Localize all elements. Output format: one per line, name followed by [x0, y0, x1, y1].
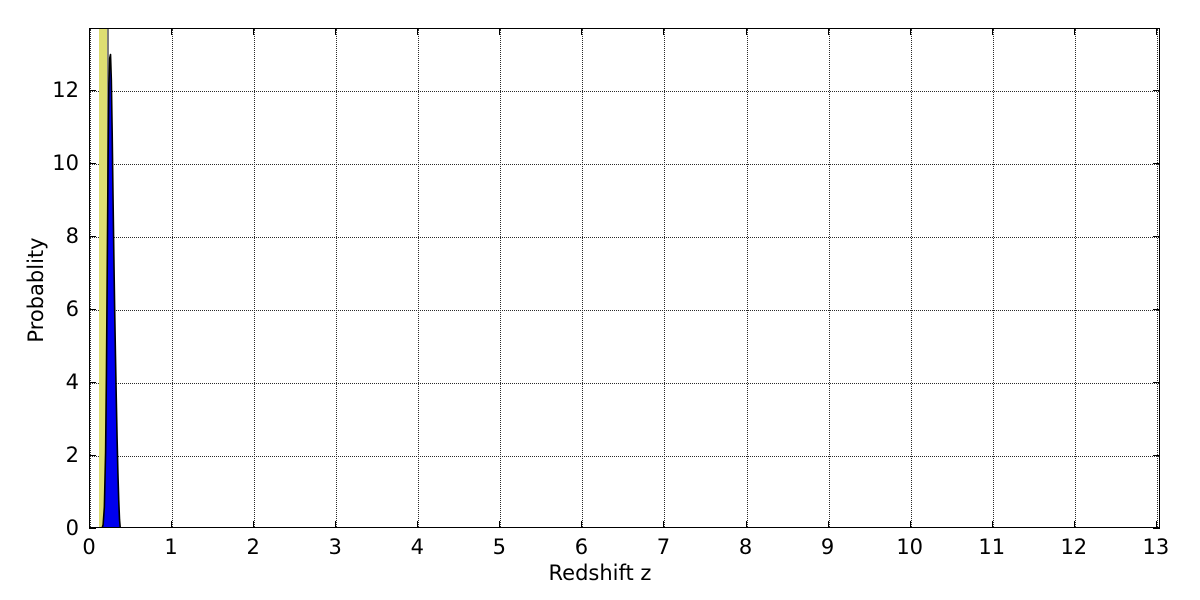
y-tick-label: 12 [52, 78, 79, 103]
gridline-vertical [1156, 29, 1158, 527]
x-tick-label: 0 [82, 535, 96, 559]
y-tick-label: 2 [65, 443, 79, 467]
gridline-vertical [172, 29, 174, 527]
x-tick-mark [335, 521, 337, 528]
x-tick-mark [171, 521, 173, 528]
x-tick-mark [89, 521, 90, 528]
gridline-horizontal [90, 383, 1159, 384]
x-tick-mark [663, 521, 665, 528]
x-tick-mark-top [991, 28, 993, 35]
x-tick-label: 11 [978, 535, 1006, 559]
y-tick-label: 10 [52, 151, 79, 176]
y-tick-label: 6 [65, 297, 79, 322]
gridline-horizontal [90, 310, 1159, 312]
x-tick-mark-top [827, 28, 829, 35]
gridline-vertical [828, 29, 830, 527]
y-tick-mark [89, 309, 96, 311]
gridline-horizontal [90, 91, 1159, 93]
x-tick-mark [827, 521, 829, 528]
x-tick-mark-top [499, 28, 501, 35]
gridline-horizontal [90, 237, 1159, 239]
y-tick-mark [89, 528, 96, 529]
gridline-vertical [1074, 29, 1076, 527]
gridline-vertical [910, 29, 912, 527]
gridline-vertical [992, 29, 994, 527]
gridline-horizontal [90, 456, 1159, 457]
x-tick-mark-top [663, 28, 665, 35]
y-tick-mark-right [1153, 90, 1160, 92]
x-tick-mark-top [745, 28, 747, 35]
x-tick-mark [417, 521, 419, 528]
x-tick-label: 10 [896, 535, 924, 559]
y-tick-label: 8 [65, 224, 79, 249]
y-tick-mark-right [1153, 309, 1160, 311]
plot-area [89, 28, 1160, 528]
y-tick-mark-right [1153, 382, 1160, 383]
x-tick-label: 4 [410, 535, 424, 559]
y-tick-label: 4 [65, 370, 79, 394]
y-tick-mark [89, 455, 96, 456]
x-tick-label: 1 [164, 535, 178, 559]
x-tick-label: 12 [1060, 535, 1088, 559]
x-tick-mark-top [253, 28, 255, 35]
x-tick-label: 5 [492, 535, 507, 559]
x-tick-mark-top [171, 28, 173, 35]
x-tick-mark-top [909, 28, 911, 35]
x-tick-mark-top [1155, 28, 1157, 35]
y-tick-mark [89, 382, 96, 383]
gridline-vertical [746, 29, 748, 527]
y-tick-mark-right [1153, 455, 1160, 456]
x-tick-mark-top [581, 28, 583, 35]
x-tick-mark [253, 521, 255, 528]
x-tick-mark-top [89, 28, 90, 35]
x-tick-label: 7 [656, 535, 671, 559]
x-tick-mark [1155, 521, 1157, 528]
y-tick-mark-right [1153, 236, 1160, 238]
y-tick-mark [89, 163, 96, 165]
confidence-band [98, 29, 108, 527]
y-tick-label: 0 [65, 516, 79, 540]
gridline-vertical [500, 29, 502, 527]
x-tick-mark [499, 521, 501, 528]
gridline-horizontal [90, 164, 1159, 166]
x-tick-label: 8 [738, 535, 753, 559]
gridline-vertical [664, 29, 666, 527]
y-tick-mark-right [1153, 163, 1160, 165]
x-tick-label: 3 [328, 535, 342, 559]
x-axis-title: Redshift z [548, 561, 652, 585]
y-tick-mark [89, 90, 96, 92]
x-tick-mark [909, 521, 911, 528]
gridline-vertical [90, 29, 91, 527]
x-tick-mark [581, 521, 583, 528]
gridline-vertical [336, 29, 338, 527]
x-tick-label: 2 [246, 535, 260, 559]
gridline-vertical [418, 29, 420, 527]
gridline-vertical [254, 29, 256, 527]
probability-density-curve [101, 53, 121, 527]
x-tick-label: 6 [574, 535, 589, 559]
x-tick-mark-top [417, 28, 419, 35]
y-tick-mark [89, 236, 96, 238]
gridline-vertical [582, 29, 584, 527]
y-axis-title: Probablity [24, 237, 48, 343]
y-tick-mark-right [1153, 528, 1160, 529]
x-tick-mark [991, 521, 993, 528]
x-tick-mark-top [1073, 28, 1075, 35]
x-tick-label: 13 [1142, 535, 1170, 559]
x-tick-mark [745, 521, 747, 528]
x-tick-mark-top [335, 28, 337, 35]
x-tick-mark [1073, 521, 1075, 528]
x-tick-label: 9 [820, 535, 835, 559]
